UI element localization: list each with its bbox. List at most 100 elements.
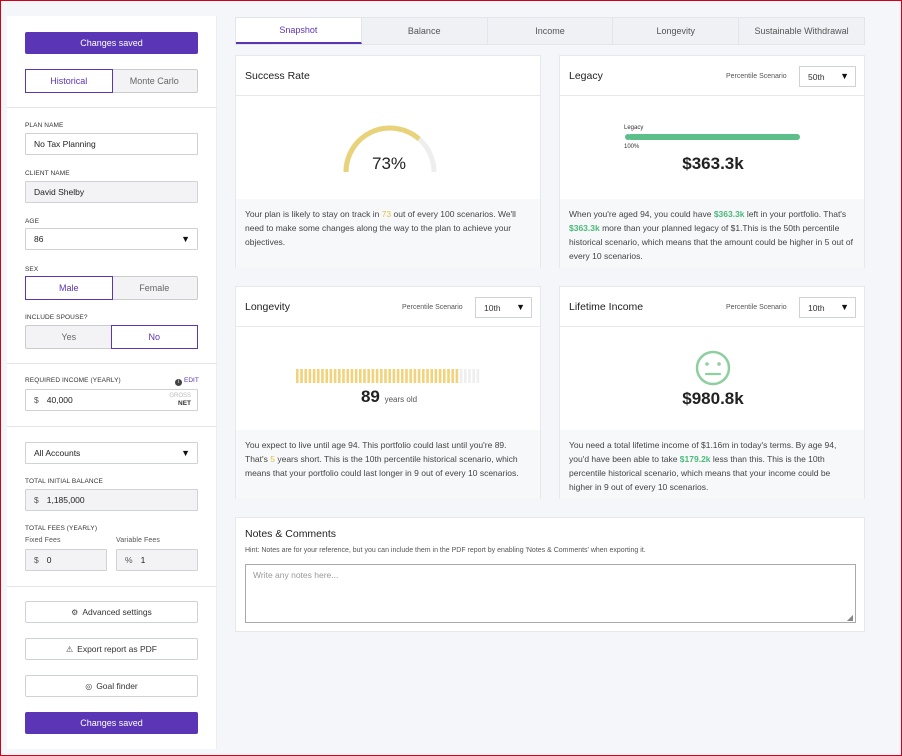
success-rate-card: Success Rate 73% Your plan is likely to …: [235, 55, 541, 268]
spouse-yes-option[interactable]: Yes: [61, 332, 77, 342]
export-pdf-button[interactable]: ⚠ Export report as PDF: [25, 638, 198, 660]
main-tabs: Snapshot Balance Income Longevity Sustai…: [235, 17, 865, 45]
longevity-segment: [375, 369, 379, 383]
female-option[interactable]: Female: [139, 283, 170, 293]
legacy-bar-fill: [628, 134, 800, 140]
lifetime-income-value: $980.8k: [682, 389, 744, 408]
fees-label: TOTAL FEES (YEARLY): [25, 525, 98, 532]
legacy-bar-pct: 100%: [624, 144, 640, 150]
longevity-segment: [434, 369, 438, 383]
tab-snapshot[interactable]: Snapshot: [236, 18, 362, 44]
age-value: 86: [34, 234, 44, 244]
gross-net-toggle[interactable]: GROSS NET: [169, 392, 191, 408]
longevity-segment: [371, 369, 375, 383]
longevity-value-block: 89 years old: [236, 387, 542, 407]
changes-saved-button[interactable]: Changes saved: [25, 32, 198, 54]
longevity-segment: [401, 369, 404, 383]
card-header: Longevity Percentile Scenario 10th ▼: [236, 287, 540, 327]
longevity-segment: [443, 369, 446, 383]
client-name-value: David Shelby: [34, 187, 85, 197]
tab-longevity[interactable]: Longevity: [613, 18, 740, 44]
longevity-percentile-select[interactable]: 10th ▼: [475, 297, 532, 318]
longevity-segment: [396, 369, 400, 383]
longevity-segment: [417, 369, 421, 383]
historical-option[interactable]: Historical: [25, 69, 113, 93]
edit-link[interactable]: i EDIT: [175, 377, 199, 386]
gross-option[interactable]: GROSS: [169, 393, 191, 399]
highlight-years: 5: [270, 454, 275, 464]
spouse-toggle: Yes No: [25, 325, 198, 349]
longevity-segment: [472, 369, 475, 383]
export-icon: ⚠: [65, 644, 74, 654]
longevity-segment: [384, 369, 387, 383]
desc-text: Your plan is likely to stay on track in: [245, 209, 382, 219]
percent-symbol: %: [125, 555, 133, 565]
tab-balance[interactable]: Balance: [362, 18, 488, 44]
legacy-bar-start: [625, 134, 631, 140]
accounts-select[interactable]: All Accounts ▼: [25, 442, 198, 464]
longevity-segment: [464, 369, 467, 383]
legacy-description: When you're aged 94, you could have $363…: [560, 199, 864, 268]
client-name-input[interactable]: David Shelby: [25, 181, 198, 203]
monte-carlo-option[interactable]: Monte Carlo: [129, 76, 179, 86]
tab-income[interactable]: Income: [488, 18, 614, 44]
notes-hint: Hint: Notes are for your reference, but …: [245, 547, 646, 554]
plan-name-input[interactable]: No Tax Planning: [25, 133, 198, 155]
success-rate-title: Success Rate: [245, 70, 310, 82]
legacy-title: Legacy: [569, 70, 603, 82]
resize-handle-icon[interactable]: ◢: [846, 613, 853, 622]
longevity-title: Longevity: [245, 301, 290, 313]
net-option[interactable]: NET: [178, 400, 191, 407]
longevity-segment: [312, 369, 316, 383]
goal-finder-label: Goal finder: [96, 681, 138, 691]
percentile-label: Percentile Scenario: [726, 304, 787, 311]
goal-finder-button[interactable]: ◎ Goal finder: [25, 675, 198, 697]
percentile-value: 10th: [484, 302, 501, 313]
variable-fees-input[interactable]: % 1: [116, 549, 198, 571]
tab-sustainable-withdrawal[interactable]: Sustainable Withdrawal: [754, 26, 849, 36]
required-income-input[interactable]: $ 40,000 GROSS NET: [25, 389, 198, 411]
longevity-segment: [354, 369, 358, 383]
success-gauge: [343, 125, 437, 173]
longevity-segment: [422, 369, 425, 383]
longevity-segment: [317, 369, 320, 383]
longevity-segment: [409, 369, 412, 383]
longevity-unit: years old: [384, 395, 418, 404]
legacy-bar: [625, 134, 800, 140]
longevity-segment: [300, 369, 303, 383]
fixed-fees-label: Fixed Fees: [25, 537, 61, 544]
currency-symbol: $: [34, 395, 39, 405]
changes-saved-button-bottom[interactable]: Changes saved: [25, 712, 198, 734]
sidebar: Changes saved Historical Monte Carlo PLA…: [7, 16, 217, 749]
longevity-segment: [430, 369, 433, 383]
initial-balance-value: 1,185,000: [46, 495, 85, 505]
success-rate-value: 73%: [371, 154, 407, 173]
fixed-fees-input[interactable]: $ 0: [25, 549, 107, 571]
divider: [7, 107, 217, 108]
required-income-value: 40,000: [46, 395, 73, 405]
notes-textarea[interactable]: Write any notes here... ◢: [245, 564, 856, 623]
card-body: $980.8k: [560, 327, 864, 430]
spouse-no-option[interactable]: No: [110, 325, 198, 349]
longevity-segment: [459, 369, 463, 383]
notes-card: Notes & Comments Hint: Notes are for you…: [235, 517, 865, 632]
currency-symbol: $: [34, 555, 39, 565]
longevity-value: 89: [360, 387, 380, 406]
plan-name-label: PLAN NAME: [25, 122, 64, 129]
mode-toggle: Historical Monte Carlo: [25, 69, 198, 93]
variable-fees-value: 1: [140, 555, 146, 565]
desc-text: less than this. This is the 10th percent…: [569, 454, 831, 492]
desc-text: left in your portfolio. That's: [744, 209, 847, 219]
longevity-segment: [304, 369, 307, 383]
client-name-label: CLIENT NAME: [25, 170, 70, 177]
income-percentile-select[interactable]: 10th ▼: [799, 297, 856, 318]
longevity-segment: [413, 369, 417, 383]
male-option[interactable]: Male: [25, 276, 113, 300]
longevity-segment: [388, 369, 391, 383]
age-select[interactable]: 86 ▼: [25, 228, 198, 250]
advanced-settings-button[interactable]: ⚙ Advanced settings: [25, 601, 198, 623]
gear-icon: ⚙: [71, 607, 79, 617]
initial-balance-input[interactable]: $ 1,185,000: [25, 489, 198, 511]
legacy-percentile-select[interactable]: 50th ▼: [799, 66, 856, 87]
caret-down-icon: ▼: [181, 448, 190, 458]
